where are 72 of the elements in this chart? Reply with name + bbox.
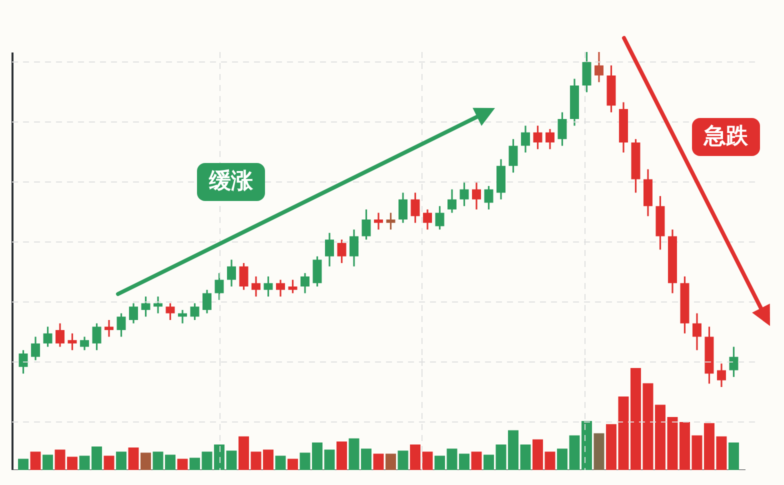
bar [471,452,482,470]
candlestick [56,322,65,348]
candlestick [484,185,494,210]
bar [128,448,139,470]
candlestick [447,188,456,214]
bar [42,454,54,470]
candlestick [350,228,358,268]
bar [238,436,250,470]
candlestick [141,296,150,318]
candlestick [166,302,175,321]
candlestick [337,238,346,264]
candlestick [43,326,52,348]
bar [226,450,237,470]
bar [458,454,470,470]
candlestick [18,349,28,374]
bar [104,456,114,470]
candlestick [190,302,200,321]
bar [288,458,298,470]
annotation: 缓涨 [197,163,265,202]
candlestick [508,138,518,174]
candlestick [276,279,286,298]
candlestick [202,289,212,314]
candlestick [129,302,138,324]
candlestick [582,52,592,93]
candlestick [398,192,408,224]
bar [386,454,396,470]
candlestick [533,124,542,150]
candlestick [716,362,726,387]
bar [177,458,188,470]
bar [336,441,347,470]
candlestick [104,319,114,338]
bar [140,452,152,470]
bar [728,442,739,470]
candlestick [374,212,383,230]
candlestick [252,276,261,298]
candlestick [729,346,738,378]
bar [324,450,335,470]
bar [116,452,127,470]
candlestick [116,312,126,338]
candlestick [594,52,604,83]
bar [18,458,29,470]
bar [594,433,604,470]
candlestick [239,262,248,291]
candlestick [410,192,420,224]
bar [398,450,408,470]
bar [373,454,384,470]
candlestick [386,212,396,230]
candlestick [227,258,236,288]
candlestick [264,276,273,298]
bar [190,458,200,470]
candlestick [435,205,444,230]
candlestick [214,272,224,301]
candlestick [460,182,469,207]
bar [581,421,592,470]
candlestick [300,272,310,294]
candlestick [80,336,90,351]
bar [30,452,41,470]
candlestick [92,322,102,351]
candlestick [68,332,77,351]
annotation: 急跌 [692,118,760,156]
candlestick [472,182,481,210]
candlestick [422,208,432,230]
bar [275,456,286,470]
candlestick [520,124,530,154]
candlestick [545,128,554,150]
candlestick [312,256,322,288]
candlestick [362,208,371,240]
candlestick [31,336,40,361]
candlestick [692,312,702,351]
candlestick [325,232,334,268]
candlestick [288,279,298,294]
candlestick [558,112,567,147]
